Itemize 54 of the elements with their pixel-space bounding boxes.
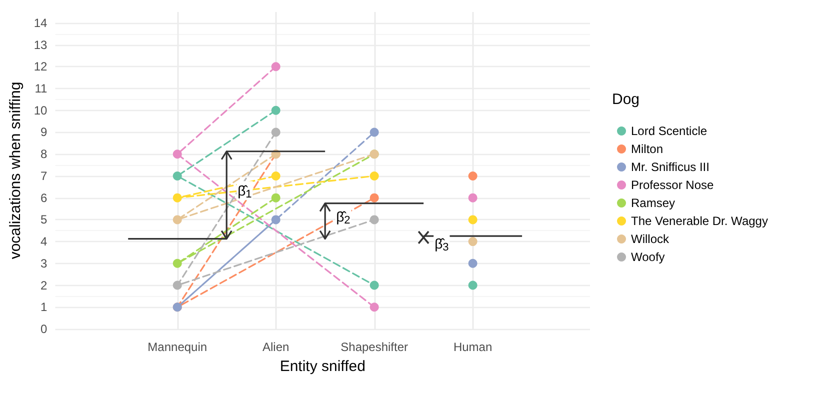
point <box>271 193 280 202</box>
point <box>172 215 182 224</box>
point <box>370 302 379 312</box>
point <box>271 171 280 180</box>
point <box>370 128 379 137</box>
y-tick-label: 1 <box>40 300 48 314</box>
y-tick-label: 5 <box>40 212 48 227</box>
legend-label: Woofy <box>631 250 665 264</box>
y-tick-label: 13 <box>34 38 48 52</box>
y-tick-label: 2 <box>40 278 48 292</box>
point <box>370 215 379 224</box>
point <box>172 258 182 268</box>
legend-label: Professor Nose <box>631 178 714 192</box>
legend-label: Milton <box>631 142 664 156</box>
point <box>468 237 478 246</box>
point <box>370 171 379 180</box>
point <box>468 258 478 268</box>
point <box>370 280 379 290</box>
y-tick-label: 0 <box>40 322 48 336</box>
legend-title: Dog <box>612 91 640 108</box>
y-tick-label: 7 <box>40 168 48 183</box>
x-tick-label: Shapeshifter <box>340 340 408 354</box>
y-tick-label: 3 <box>40 256 48 270</box>
point <box>468 280 478 290</box>
y-tick-label: 8 <box>40 147 48 162</box>
y-tick-label: 11 <box>34 82 48 96</box>
y-tick-label: 10 <box>34 103 48 118</box>
x-tick-label: Human <box>453 340 492 354</box>
y-tick-label: 4 <box>40 234 48 249</box>
x-tick-label: Alien <box>262 340 290 354</box>
point <box>468 193 478 202</box>
point <box>271 106 280 115</box>
point <box>468 171 478 180</box>
point <box>172 150 182 159</box>
legend-label: Ramsey <box>631 196 676 210</box>
point <box>271 128 280 137</box>
point <box>172 171 182 180</box>
legend-label: Mr. Snifficus III <box>631 160 710 174</box>
point <box>271 62 280 72</box>
point <box>172 193 182 202</box>
point <box>271 215 280 224</box>
y-tick-label: 14 <box>34 16 48 30</box>
legend-label: The Venerable Dr. Waggy <box>631 214 768 228</box>
point <box>468 215 478 224</box>
legend-label: Lord Scenticle <box>631 124 708 138</box>
point <box>370 193 379 202</box>
y-tick-label: 6 <box>40 190 48 205</box>
y-tick-label: 9 <box>40 125 48 140</box>
point <box>172 280 182 290</box>
x-tick-label: Mannequin <box>148 340 208 354</box>
legend-label: Willock <box>631 232 670 246</box>
y-tick-label: 12 <box>34 60 48 74</box>
x-axis-title: Entity sniffed <box>280 358 366 375</box>
y-axis-title: vocalizations when sniffing <box>7 82 24 260</box>
